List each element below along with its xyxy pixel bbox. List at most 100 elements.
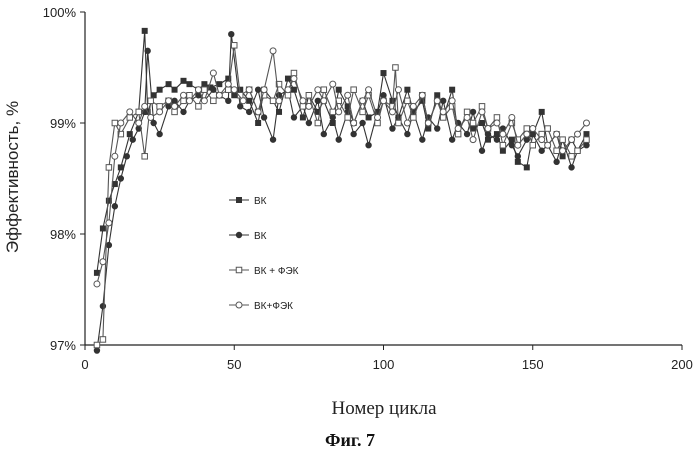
legend: ВК ВК ВК + ФЭК ВК+ФЭК bbox=[229, 196, 299, 312]
x-tick-label: 200 bbox=[671, 357, 693, 372]
data-point bbox=[105, 241, 113, 249]
data-point bbox=[410, 114, 417, 121]
data-point bbox=[404, 130, 411, 138]
data-point bbox=[117, 130, 125, 138]
data-point bbox=[582, 119, 590, 127]
data-point bbox=[290, 69, 298, 77]
data-point bbox=[290, 86, 297, 93]
data-point bbox=[231, 42, 238, 49]
data-point bbox=[141, 153, 148, 160]
data-point bbox=[99, 336, 107, 343]
data-point bbox=[389, 125, 396, 132]
data-point bbox=[254, 86, 262, 93]
y-tick-label: 100% bbox=[43, 5, 77, 20]
data-point bbox=[523, 164, 530, 171]
legend-entry: ВК bbox=[229, 231, 267, 242]
data-point bbox=[269, 97, 277, 105]
data-point bbox=[544, 141, 552, 149]
data-point bbox=[320, 97, 328, 105]
data-point bbox=[350, 119, 358, 127]
data-point bbox=[284, 75, 291, 82]
data-point bbox=[374, 119, 381, 127]
data-point bbox=[275, 80, 283, 88]
legend-marker bbox=[236, 197, 242, 203]
data-point bbox=[559, 136, 566, 143]
data-point bbox=[171, 108, 178, 116]
data-point bbox=[105, 219, 113, 227]
data-point bbox=[574, 130, 582, 138]
x-tick-label: 0 bbox=[81, 357, 88, 372]
data-point bbox=[454, 130, 462, 138]
data-point bbox=[350, 86, 357, 93]
data-point bbox=[171, 97, 178, 105]
data-point bbox=[269, 136, 277, 143]
data-point bbox=[126, 131, 133, 138]
data-point bbox=[117, 164, 124, 171]
data-point bbox=[299, 114, 306, 121]
data-point bbox=[568, 136, 576, 144]
data-point bbox=[329, 80, 337, 88]
data-point bbox=[224, 80, 232, 88]
data-point bbox=[493, 119, 501, 127]
data-point bbox=[559, 147, 567, 155]
data-point bbox=[469, 119, 477, 127]
data-point bbox=[147, 113, 155, 121]
data-point bbox=[538, 130, 545, 138]
data-point bbox=[305, 92, 313, 99]
data-point bbox=[484, 130, 492, 138]
data-point bbox=[299, 97, 307, 105]
data-point bbox=[508, 113, 516, 121]
data-point bbox=[388, 108, 396, 116]
data-point bbox=[231, 92, 238, 99]
data-point bbox=[135, 108, 142, 116]
data-point bbox=[165, 97, 173, 105]
data-point bbox=[380, 70, 387, 77]
data-point bbox=[111, 152, 119, 160]
data-point bbox=[538, 147, 545, 154]
data-point bbox=[237, 103, 244, 110]
data-point bbox=[583, 136, 590, 143]
data-point bbox=[478, 103, 486, 110]
data-point bbox=[499, 141, 507, 149]
data-point bbox=[147, 97, 154, 105]
data-point bbox=[186, 81, 193, 88]
data-point bbox=[395, 119, 402, 127]
legend-marker bbox=[235, 301, 243, 309]
data-point bbox=[583, 131, 590, 138]
data-point bbox=[350, 130, 357, 138]
data-point bbox=[284, 86, 292, 94]
data-point bbox=[508, 142, 516, 149]
data-point bbox=[454, 125, 462, 133]
data-point bbox=[514, 141, 522, 149]
data-point bbox=[165, 81, 172, 88]
data-point bbox=[553, 147, 560, 154]
data-point bbox=[126, 114, 134, 121]
data-point bbox=[425, 125, 432, 132]
data-point bbox=[290, 114, 298, 121]
data-point bbox=[93, 341, 101, 349]
data-point bbox=[225, 86, 232, 93]
data-point bbox=[245, 86, 253, 94]
data-point bbox=[117, 175, 125, 182]
data-point bbox=[117, 119, 125, 127]
data-point bbox=[93, 280, 101, 288]
data-point bbox=[469, 136, 477, 144]
data-point bbox=[409, 102, 417, 110]
data-point bbox=[359, 119, 366, 127]
data-point bbox=[553, 158, 560, 166]
data-point bbox=[239, 97, 247, 105]
data-point bbox=[99, 258, 107, 266]
data-point bbox=[156, 108, 164, 116]
data-point bbox=[275, 97, 283, 105]
data-point bbox=[478, 108, 486, 116]
data-point bbox=[99, 225, 106, 232]
legend-marker bbox=[235, 266, 243, 274]
data-point bbox=[201, 86, 208, 93]
x-axis-label: Номер цикла bbox=[331, 398, 437, 419]
data-point bbox=[260, 114, 268, 121]
data-point bbox=[514, 158, 521, 165]
data-point bbox=[439, 114, 447, 121]
data-point bbox=[559, 153, 566, 160]
data-point bbox=[180, 97, 187, 105]
